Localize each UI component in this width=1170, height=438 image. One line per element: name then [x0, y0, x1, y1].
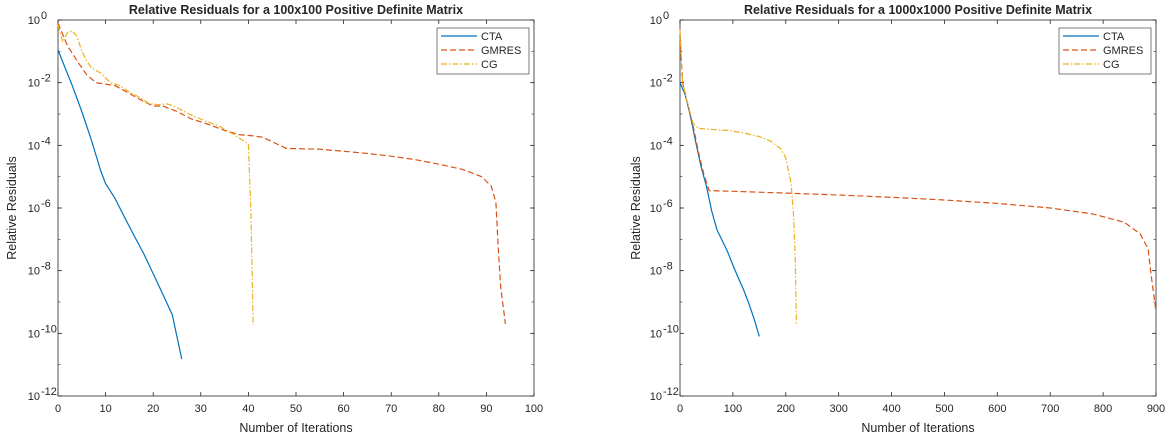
x-tick-label: 0 [677, 403, 683, 415]
y-axis-label: Relative Residuals [5, 156, 19, 260]
y-tick-label: 10 [28, 266, 40, 278]
x-tick-label: 30 [195, 403, 207, 415]
legend-label-cta: CTA [481, 31, 503, 43]
x-tick-label: 200 [777, 403, 795, 415]
x-tick-label: 10 [99, 403, 111, 415]
legend-label-gmres: GMRES [1103, 45, 1143, 57]
y-tick-exponent: -8 [41, 261, 51, 273]
x-tick-label: 400 [882, 403, 900, 415]
y-tick-label: 10 [28, 328, 40, 340]
legend: CTA GMRES CG [436, 27, 530, 75]
y-tick-label: 10 [650, 266, 662, 278]
series-line-cta [57, 49, 183, 360]
x-tick-label: 40 [242, 403, 254, 415]
y-tick-label: 10 [650, 391, 662, 403]
x-tick-label: 100 [525, 403, 543, 415]
y-tick-label: 10 [650, 140, 662, 152]
x-tick-label: 100 [724, 403, 742, 415]
y-tick-label: 10 [650, 203, 662, 215]
x-tick-label: 70 [385, 403, 397, 415]
legend-label-cg: CG [1103, 59, 1120, 71]
series-line-cg [57, 24, 254, 326]
chart-title: Relative Residuals for a 1000x1000 Posit… [744, 3, 1092, 17]
chart-100x100: Relative Residuals for a 100x100 Positiv… [5, 3, 543, 435]
y-tick-exponent: -6 [41, 198, 51, 210]
chart-title: Relative Residuals for a 100x100 Positiv… [129, 3, 463, 17]
y-tick-label: 10 [650, 328, 662, 340]
plot-area [57, 19, 535, 397]
x-axis-ticks: 0 100 200 300 400 500 600 700 800 900 [677, 20, 1165, 415]
y-axis-label: Relative Residuals [629, 156, 643, 260]
y-tick-exponent: -2 [663, 73, 673, 85]
x-tick-label: 800 [1094, 403, 1112, 415]
x-tick-label: 20 [147, 403, 159, 415]
x-tick-label: 60 [337, 403, 349, 415]
series-line-gmres [57, 22, 506, 324]
chart-1000x1000: Relative Residuals for a 1000x1000 Posit… [629, 3, 1165, 435]
y-tick-label: 10 [650, 78, 662, 90]
y-tick-exponent: -6 [663, 198, 673, 210]
legend-label-gmres: GMRES [481, 45, 521, 57]
x-tick-label: 300 [829, 403, 847, 415]
legend-label-cta: CTA [1103, 31, 1125, 43]
x-tick-label: 600 [988, 403, 1006, 415]
y-tick-exponent: -10 [663, 323, 679, 335]
y-tick-exponent: -12 [41, 386, 57, 398]
y-tick-exponent: -4 [41, 135, 51, 147]
series-line-cta [679, 82, 760, 337]
y-tick-exponent: -4 [663, 135, 673, 147]
series-line-gmres [679, 36, 1157, 312]
y-tick-label: 10 [28, 15, 40, 27]
x-tick-label: 90 [480, 403, 492, 415]
series-lines [57, 22, 506, 360]
y-tick-label: 10 [28, 78, 40, 90]
x-tick-label: 50 [290, 403, 302, 415]
legend-label-cg: CG [481, 59, 498, 71]
y-tick-label: 10 [28, 203, 40, 215]
x-tick-label: 80 [433, 403, 445, 415]
y-tick-exponent: 0 [41, 10, 47, 22]
legend: CTA GMRES CG [1058, 27, 1152, 75]
plot-area [679, 19, 1157, 397]
x-tick-label: 900 [1147, 403, 1165, 415]
x-tick-label: 700 [1041, 403, 1059, 415]
x-tick-label: 0 [55, 403, 61, 415]
y-tick-exponent: -2 [41, 73, 51, 85]
y-tick-exponent: -8 [663, 261, 673, 273]
y-tick-exponent: -12 [663, 386, 679, 398]
y-tick-exponent: 0 [663, 10, 669, 22]
y-tick-label: 10 [28, 391, 40, 403]
x-tick-label: 500 [935, 403, 953, 415]
series-lines [679, 29, 1157, 337]
x-axis-ticks: 0 10 20 30 40 50 60 70 80 90 100 [55, 20, 543, 415]
y-tick-label: 10 [28, 140, 40, 152]
series-line-cg [679, 29, 797, 326]
y-tick-exponent: -10 [41, 323, 57, 335]
y-tick-label: 10 [650, 15, 662, 27]
x-axis-label: Number of Iterations [861, 421, 974, 435]
x-axis-label: Number of Iterations [239, 421, 352, 435]
